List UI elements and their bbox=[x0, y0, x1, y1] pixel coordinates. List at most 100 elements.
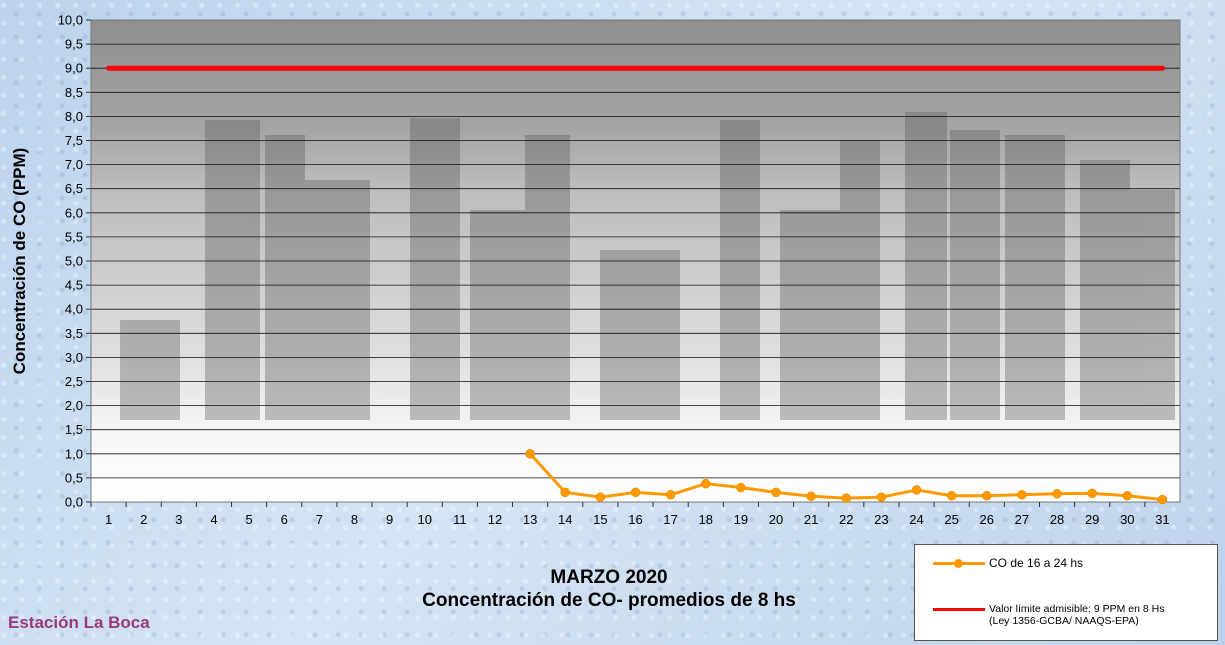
legend-label-limit: Valor límite admisible: 9 PPM en 8 Hs (L… bbox=[989, 603, 1165, 627]
y-tick-label: 3,0 bbox=[65, 350, 83, 365]
x-tick-label: 9 bbox=[386, 512, 393, 527]
y-tick-label: 1,0 bbox=[65, 446, 83, 461]
x-tick-label: 5 bbox=[245, 512, 252, 527]
x-tick-label: 16 bbox=[628, 512, 642, 527]
skyline-building bbox=[205, 120, 260, 420]
y-tick-label: 5,5 bbox=[65, 229, 83, 244]
skyline-building bbox=[265, 135, 305, 420]
x-tick-label: 14 bbox=[558, 512, 572, 527]
x-tick-label: 10 bbox=[417, 512, 431, 527]
legend-item-limit: Valor límite admisible: 9 PPM en 8 Hs (L… bbox=[933, 603, 1164, 627]
series-layer bbox=[106, 65, 1168, 505]
y-tick-label: 0,5 bbox=[65, 470, 83, 485]
x-tick-label: 28 bbox=[1050, 512, 1064, 527]
circle-marker-icon bbox=[954, 559, 963, 568]
y-tick-label: 5,0 bbox=[65, 254, 83, 269]
skyline-building bbox=[1080, 160, 1130, 420]
series-co-point bbox=[841, 493, 852, 503]
legend: CO de 16 a 24 hs Valor límite admisible:… bbox=[914, 544, 1218, 641]
y-tick-label: 1,5 bbox=[65, 422, 83, 437]
series-co-point bbox=[1157, 494, 1168, 505]
y-tick-label: 4,5 bbox=[65, 278, 83, 293]
x-tick-label: 19 bbox=[734, 512, 748, 527]
x-tick-label: 23 bbox=[874, 512, 888, 527]
x-tick-label: 18 bbox=[699, 512, 713, 527]
series-co-point bbox=[736, 482, 746, 493]
legend-swatch-red bbox=[933, 603, 985, 615]
x-tick-label: 30 bbox=[1120, 512, 1134, 527]
y-tick-label: 7,0 bbox=[65, 157, 83, 172]
x-tick-label: 31 bbox=[1155, 512, 1169, 527]
y-tick-label: 6,5 bbox=[65, 181, 83, 196]
x-tick-label: 1 bbox=[105, 512, 112, 527]
skyline-building bbox=[300, 180, 370, 420]
x-tick-label: 2 bbox=[140, 512, 147, 527]
x-tick-label: 20 bbox=[769, 512, 783, 527]
x-tick-label: 22 bbox=[839, 512, 853, 527]
series-co-point bbox=[911, 485, 922, 495]
station-name: Estación La Boca bbox=[8, 613, 150, 632]
y-tick-label: 3,5 bbox=[65, 326, 83, 341]
skyline-building bbox=[1005, 135, 1065, 420]
skyline-building bbox=[410, 118, 460, 420]
y-tick-label: 4,0 bbox=[65, 302, 83, 317]
x-tick-label: 27 bbox=[1015, 512, 1029, 527]
x-tick-label: 25 bbox=[944, 512, 958, 527]
skyline-building bbox=[470, 210, 530, 420]
skyline-building bbox=[1130, 190, 1175, 420]
chart-subtitle: Concentración de CO- promedios de 8 hs bbox=[422, 590, 796, 611]
y-tick-label: 7,5 bbox=[65, 133, 83, 148]
series-co-point bbox=[560, 487, 570, 498]
legend-item-co: CO de 16 a 24 hs bbox=[933, 557, 1083, 570]
series-co-point bbox=[1017, 490, 1027, 500]
skyline-building bbox=[720, 120, 760, 420]
x-tick-label: 24 bbox=[909, 512, 923, 527]
skyline-building bbox=[120, 320, 180, 420]
x-tick-label: 8 bbox=[351, 512, 358, 527]
x-tick-label: 26 bbox=[980, 512, 994, 527]
skyline-building bbox=[840, 140, 880, 420]
x-tick-label: 12 bbox=[488, 512, 502, 527]
x-tick-label: 15 bbox=[593, 512, 607, 527]
x-tick-label: 4 bbox=[210, 512, 217, 527]
skyline-building bbox=[780, 210, 840, 420]
y-tick-label: 8,5 bbox=[65, 85, 83, 100]
x-tick-label: 17 bbox=[663, 512, 677, 527]
series-co-point bbox=[1052, 489, 1062, 499]
y-tick-label: 8,0 bbox=[65, 109, 83, 124]
x-tick-label: 21 bbox=[804, 512, 818, 527]
x-tick-label: 29 bbox=[1085, 512, 1099, 527]
series-co-point bbox=[525, 449, 535, 459]
series-co-point bbox=[665, 490, 676, 500]
series-co-point bbox=[982, 490, 992, 501]
city-skyline-background bbox=[120, 112, 1175, 420]
series-co-point bbox=[946, 490, 957, 501]
series-co-point bbox=[771, 487, 781, 498]
x-tick-label: 6 bbox=[281, 512, 288, 527]
series-co-point bbox=[595, 492, 606, 502]
y-tick-label: 10,0 bbox=[58, 13, 83, 28]
x-tick-label: 13 bbox=[523, 512, 537, 527]
y-axis-title: Concentración de CO (PPM) bbox=[10, 148, 29, 375]
skyline-building bbox=[905, 112, 947, 420]
legend-label-co: CO de 16 a 24 hs bbox=[989, 556, 1084, 570]
legend-swatch-orange bbox=[933, 557, 985, 569]
y-tick-label: 0,0 bbox=[65, 495, 83, 510]
series-co-point bbox=[701, 478, 711, 489]
y-axis: 0,0 0,5 1,0 1,5 2,0 2,5 3,0 3,5 4,0 4,5 5,0 5,5 6,0 6… bbox=[58, 13, 91, 510]
x-tick-label: 7 bbox=[316, 512, 323, 527]
y-tick-label: 9,0 bbox=[65, 61, 83, 76]
series-co-point bbox=[806, 491, 816, 501]
skyline-building bbox=[600, 250, 680, 420]
x-tick-label: 3 bbox=[175, 512, 182, 527]
series-co-point bbox=[630, 487, 641, 498]
series-co-point bbox=[876, 492, 887, 502]
y-tick-label: 2,5 bbox=[65, 374, 83, 389]
series-co-point bbox=[1087, 488, 1097, 499]
chart-title: MARZO 2020 bbox=[550, 567, 667, 588]
y-tick-label: 2,0 bbox=[65, 398, 83, 413]
skyline-building bbox=[525, 135, 570, 420]
x-tick-label: 11 bbox=[453, 512, 467, 527]
y-tick-label: 6,0 bbox=[65, 205, 83, 220]
